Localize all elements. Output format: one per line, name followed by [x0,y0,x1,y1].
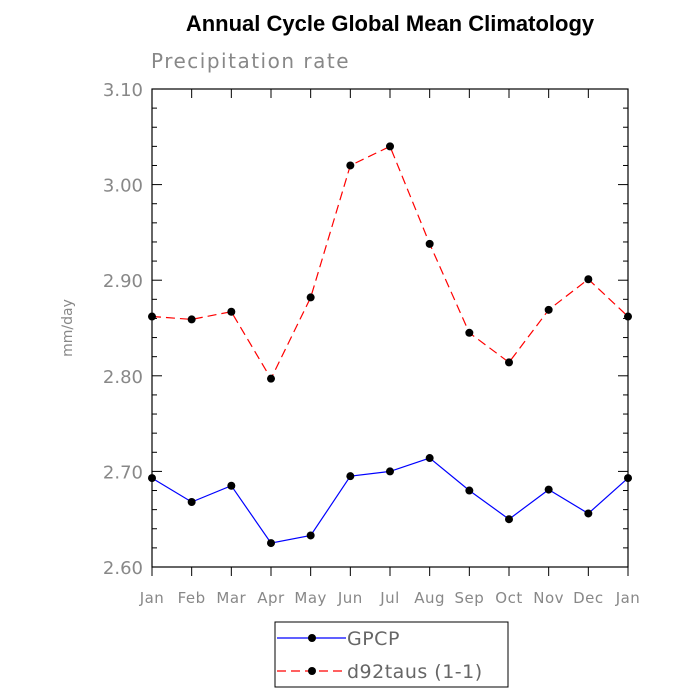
y-tick-label: 2.80 [103,367,143,388]
series-1-point [465,486,474,495]
series-2-point [187,315,196,324]
y-tick-label: 2.70 [103,462,143,483]
series-1-point [267,539,275,548]
legend-marker-2 [308,667,316,675]
series-2-point [346,161,355,170]
x-tick-label: Feb [178,589,206,607]
series-1-point [505,515,513,524]
series-2-point [624,312,632,321]
series-2-point [386,142,394,151]
plot-frame [151,88,629,568]
series-1-point [386,467,394,476]
x-tick-label: Nov [533,589,564,607]
series-1-point [148,474,156,483]
plot-area: 2.60 2.70 2.80 2.90 3.00 3.10 Jan Feb Mar Apr May J… [103,80,640,607]
series-2-point [505,358,513,367]
series-1-point [624,474,632,483]
x-tick-label: May [294,589,327,607]
y-axis-label: mm/day [60,299,76,357]
series-1-point [346,472,355,481]
series-2-point [584,275,593,284]
legend-box [274,621,509,688]
series-1-point [306,531,315,540]
x-tick-label: Aug [414,589,445,607]
series-2-point [148,312,156,321]
series-1-point [227,481,236,490]
legend-marker-1 [308,634,316,642]
y-tick-label: 2.90 [103,271,143,292]
y-tick-label: 2.60 [103,558,143,579]
series-1-point [584,509,593,518]
series-1-point [187,497,196,506]
legend-label-1: GPCP [347,628,400,650]
series-1-point [544,485,553,494]
series-2-point [465,328,474,337]
chart-title: Annual Cycle Global Mean Climatology [186,11,595,36]
y-tick-label: 3.10 [103,80,143,101]
series-line-2 [151,145,629,380]
x-tick-label: Apr [257,589,285,607]
x-tick-label: Dec [573,589,604,607]
series-2-point [306,293,315,302]
x-tick-label: Jan [139,589,165,607]
series-2-point [267,374,275,383]
x-tick-label: Jun [337,589,363,607]
legend-label-2: d92taus (1-1) [347,661,483,683]
series-2-point [227,307,236,316]
series-1-point [425,454,434,463]
series-2-point [544,305,553,314]
x-tick-label: Jul [379,589,400,607]
series-2-point [425,239,434,248]
x-tick-label: Jan [615,589,641,607]
x-tick-label: Sep [454,589,484,607]
chart-subtitle: Precipitation rate [151,49,350,73]
x-tick-label: Mar [216,589,246,607]
chart-legend: GPCP d92taus (1-1) [274,621,509,688]
y-tick-label: 3.00 [103,176,143,197]
x-tick-label: Oct [495,589,522,607]
